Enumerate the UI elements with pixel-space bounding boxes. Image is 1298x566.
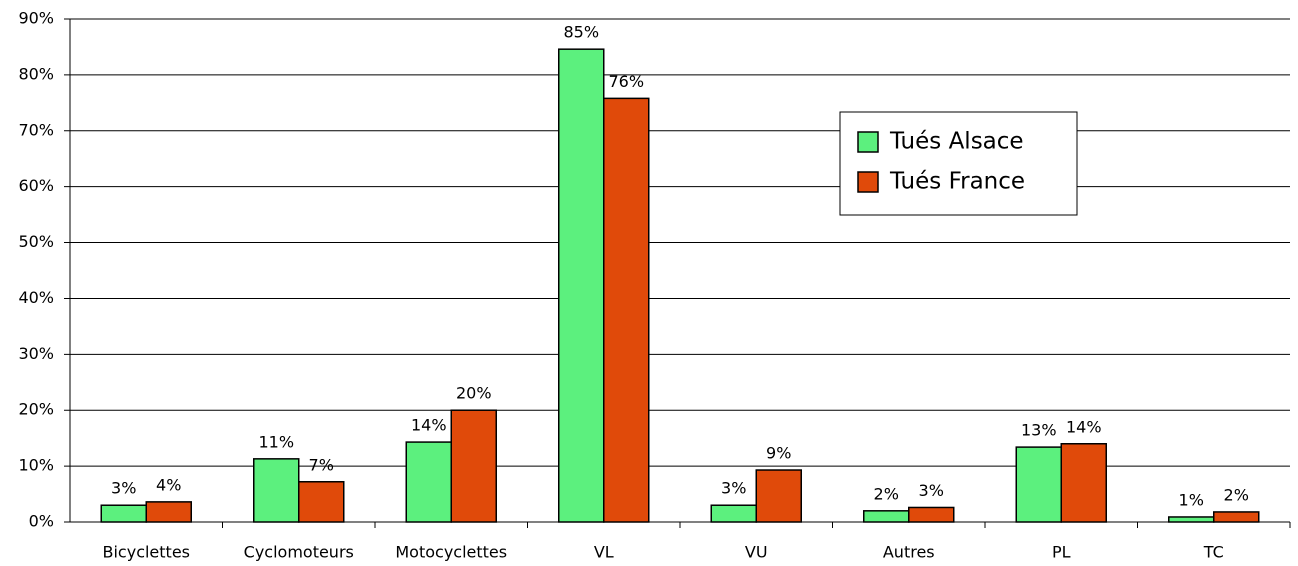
x-tick-label: Autres xyxy=(883,543,935,562)
legend-label: Tués Alsace xyxy=(889,129,1024,155)
bar xyxy=(1213,511,1260,523)
bar xyxy=(1060,443,1107,523)
x-tick-label: Motocyclettes xyxy=(395,543,507,562)
value-label: 9% xyxy=(766,444,791,463)
y-tick-label: 30% xyxy=(18,344,54,363)
value-label: 13% xyxy=(1021,421,1057,440)
value-label: 14% xyxy=(411,416,447,435)
bar xyxy=(558,48,605,523)
bar xyxy=(405,441,452,523)
legend-label: Tués France xyxy=(889,169,1025,195)
bar xyxy=(1015,446,1062,523)
legend-swatch xyxy=(857,131,879,153)
bar xyxy=(450,409,497,523)
y-tick-label: 90% xyxy=(18,9,54,28)
value-label: 20% xyxy=(456,384,492,403)
value-label: 4% xyxy=(156,475,181,494)
value-label: 7% xyxy=(309,455,334,474)
bar xyxy=(1168,516,1215,523)
bar xyxy=(253,458,300,523)
x-tick-label: VL xyxy=(594,543,614,562)
y-tick-label: 50% xyxy=(18,232,54,251)
value-label: 3% xyxy=(111,479,136,498)
x-tick-label: Cyclomoteurs xyxy=(244,543,354,562)
y-tick-label: 40% xyxy=(18,288,54,307)
value-label: 3% xyxy=(919,481,944,500)
y-tick-label: 0% xyxy=(29,512,54,531)
bar xyxy=(908,506,955,523)
y-tick-label: 60% xyxy=(18,176,54,195)
bar xyxy=(298,481,345,523)
value-label: 2% xyxy=(1224,485,1249,504)
y-tick-label: 80% xyxy=(18,64,54,83)
bar xyxy=(710,504,757,523)
x-tick-label: VU xyxy=(745,543,768,562)
y-tick-label: 20% xyxy=(18,400,54,419)
legend-swatch xyxy=(857,171,879,193)
legend-box xyxy=(839,111,1078,216)
value-label: 2% xyxy=(874,484,899,503)
bar xyxy=(100,504,147,523)
value-label: 85% xyxy=(563,23,599,42)
x-tick-label: Bicyclettes xyxy=(103,543,191,562)
bar xyxy=(145,501,192,523)
value-label: 76% xyxy=(608,72,644,91)
y-tick-label: 10% xyxy=(18,456,54,475)
value-label: 11% xyxy=(258,432,294,451)
x-tick-label: TC xyxy=(1203,543,1224,562)
value-label: 3% xyxy=(721,479,746,498)
bar xyxy=(755,469,802,523)
x-tick-label: PL xyxy=(1052,543,1071,562)
value-label: 1% xyxy=(1179,490,1204,509)
bar xyxy=(863,510,910,523)
value-label: 14% xyxy=(1066,417,1102,436)
y-tick-label: 70% xyxy=(18,120,54,139)
bar xyxy=(603,97,650,523)
